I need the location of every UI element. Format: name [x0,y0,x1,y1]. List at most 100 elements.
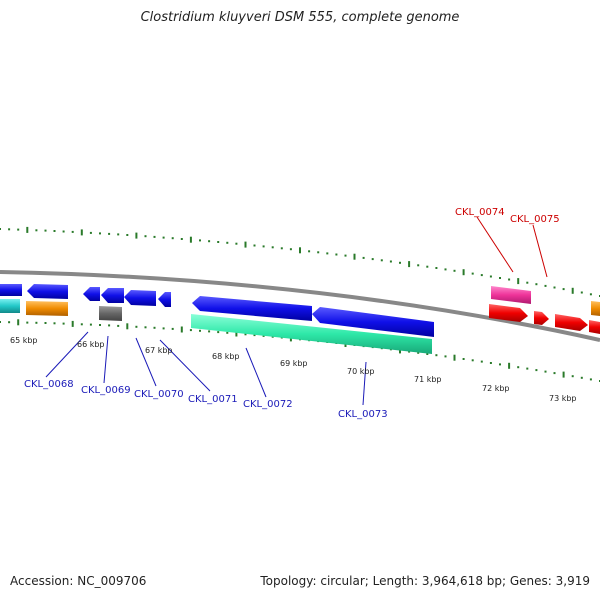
cds-cyan-1[interactable] [0,299,20,313]
cds-teal-1[interactable] [191,314,432,354]
minor-tick [280,247,283,250]
minor-tick [444,355,447,358]
cds-blue-2[interactable] [27,284,68,299]
minor-tick [580,376,583,379]
cds-red-2[interactable] [534,311,549,325]
major-tick [571,287,574,294]
gene-label-ckl-0073[interactable]: CKL_0073 [338,409,388,420]
minor-tick [153,235,156,238]
scale-label: 65 kbp [10,336,38,345]
cds-blue-8[interactable] [312,307,434,337]
scale-label: 73 kbp [549,394,577,403]
minor-tick [8,321,11,324]
minor-tick [535,283,538,286]
minor-tick [44,322,47,324]
cds-red-3[interactable] [555,314,588,331]
minor-tick [8,228,11,231]
major-tick [453,354,456,361]
scale-label: 66 kbp [77,340,105,349]
cds-red-1[interactable] [489,304,528,322]
genome-backbone [0,270,600,342]
minor-tick [235,242,238,245]
cds-gray-1[interactable] [99,306,122,321]
minor-tick [489,362,492,364]
gene-label-ckl-0070[interactable]: CKL_0070 [134,389,184,400]
minor-tick [199,239,201,242]
cds-features-reverse [0,299,600,354]
minor-tick [62,230,65,233]
gene-label-ckl-0075[interactable]: CKL_0075 [510,214,560,225]
cds-blue-5[interactable] [124,290,156,306]
minor-tick [517,366,520,369]
scale-label: 70 kbp [347,367,375,376]
map-title: Clostridium kluyveri DSM 555, complete g… [140,10,460,25]
major-tick [462,269,465,276]
cds-magenta[interactable] [491,286,531,304]
minor-tick [217,241,220,243]
cds-blue-6[interactable] [158,292,171,307]
gene-label-ckl-0071[interactable]: CKL_0071 [188,394,238,405]
minor-tick [153,326,156,329]
minor-tick [171,237,174,240]
topology-text: Topology: circular; Length: 3,964,618 bp… [260,574,590,588]
minor-tick [453,269,456,272]
scale-label: 72 kbp [482,384,510,393]
cds-blue-1[interactable] [0,284,22,296]
major-tick [244,241,247,248]
major-tick [408,261,411,268]
minor-tick [380,259,383,262]
minor-tick [26,321,29,324]
minor-tick [0,321,1,323]
gene-label-ckl-0068[interactable]: CKL_0068 [24,379,74,390]
minor-tick [135,325,138,328]
minor-tick [317,251,320,254]
gene-label-ckl-0072[interactable]: CKL_0072 [243,399,293,410]
minor-tick [526,281,529,284]
minor-tick [126,234,129,236]
cds-red-4[interactable] [589,320,600,334]
major-tick [80,229,83,236]
gene-label-ckl-0074[interactable]: CKL_0074 [455,207,505,218]
minor-tick [271,246,274,249]
cds-blue-3[interactable] [83,287,100,301]
major-tick [135,232,138,239]
minor-tick [162,327,165,330]
minor-tick [426,353,429,355]
minor-tick [208,330,211,333]
cds-blue-7[interactable] [192,296,312,321]
minor-tick [117,324,120,327]
minor-tick [108,232,111,235]
minor-tick [444,268,447,271]
minor-tick [244,333,247,336]
major-tick [26,226,29,233]
minor-tick [262,245,265,248]
minor-tick [99,324,101,326]
cds-orange-1[interactable] [26,301,68,316]
minor-tick [435,267,438,269]
minor-tick [53,230,56,232]
label-connectors [45,216,548,406]
minor-tick [180,238,183,240]
major-tick [71,320,74,327]
minor-tick [535,369,538,372]
minor-tick [471,272,474,275]
minor-tick [35,321,38,324]
major-tick [508,362,511,369]
major-tick [17,319,20,326]
minor-tick [408,350,411,353]
minor-tick [508,278,511,281]
cds-orange-2[interactable] [591,301,600,316]
minor-tick [71,230,74,233]
minor-tick [399,261,401,264]
minor-tick [144,326,147,329]
minor-tick [17,228,20,231]
minor-tick [62,322,65,325]
cds-blue-4[interactable] [101,288,124,303]
minor-tick [162,236,165,239]
minor-tick [226,241,229,244]
gene-label-ckl-0069[interactable]: CKL_0069 [81,385,131,396]
minor-tick [80,323,83,326]
major-tick [189,236,192,243]
minor-tick [144,235,147,238]
